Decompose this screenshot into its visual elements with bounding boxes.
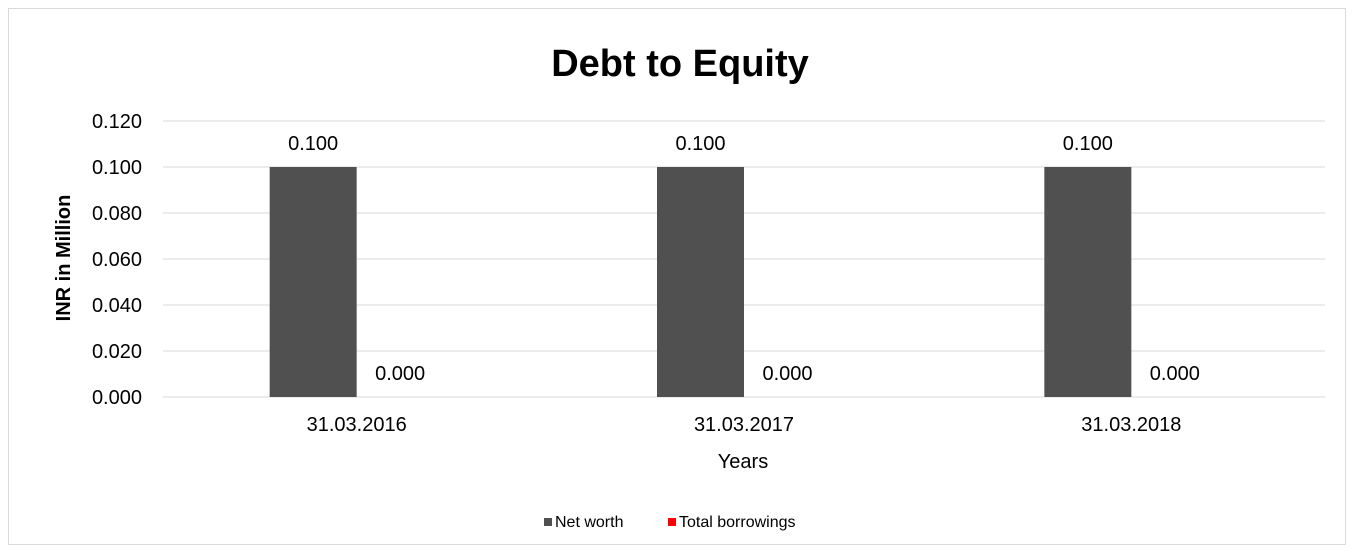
y-tick-label: 0.000 bbox=[92, 387, 142, 409]
data-label: 0.100 bbox=[288, 133, 338, 155]
y-tick-label: 0.080 bbox=[92, 203, 142, 225]
x-axis-ticks: 31.03.2016 31.03.2017 31.03.2018 bbox=[307, 414, 1182, 436]
legend-label: Total borrowings bbox=[679, 514, 796, 531]
y-tick-label: 0.100 bbox=[92, 157, 142, 179]
x-tick-label: 31.03.2016 bbox=[307, 414, 407, 436]
data-label: 0.000 bbox=[375, 363, 425, 385]
legend: Net worth Total borrowings bbox=[544, 514, 796, 531]
y-tick-label: 0.060 bbox=[92, 249, 142, 271]
bar-net-worth bbox=[1044, 167, 1132, 397]
y-axis-ticks: 0.000 0.020 0.040 0.060 0.080 0.100 0.120 bbox=[92, 111, 142, 409]
data-label: 0.100 bbox=[1063, 133, 1113, 155]
bar-net-worth bbox=[269, 167, 357, 397]
y-tick-label: 0.040 bbox=[92, 295, 142, 317]
x-tick-label: 31.03.2017 bbox=[694, 414, 794, 436]
chart-title: Debt to Equity bbox=[551, 43, 809, 85]
bars bbox=[269, 167, 1132, 397]
data-label: 0.000 bbox=[762, 363, 812, 385]
data-label: 0.000 bbox=[1150, 363, 1200, 385]
y-tick-label: 0.020 bbox=[92, 341, 142, 363]
x-axis-title: Years bbox=[718, 451, 768, 473]
bar-net-worth bbox=[657, 167, 744, 397]
legend-swatch bbox=[544, 518, 552, 526]
legend-label: Net worth bbox=[555, 514, 623, 531]
y-axis-title: INR in Million bbox=[53, 195, 75, 322]
data-labels: 0.100 0.000 0.100 0.000 0.100 0.000 bbox=[288, 133, 1200, 385]
data-label: 0.100 bbox=[675, 133, 725, 155]
legend-swatch bbox=[668, 518, 676, 526]
x-tick-label: 31.03.2018 bbox=[1081, 414, 1181, 436]
y-tick-label: 0.120 bbox=[92, 111, 142, 133]
